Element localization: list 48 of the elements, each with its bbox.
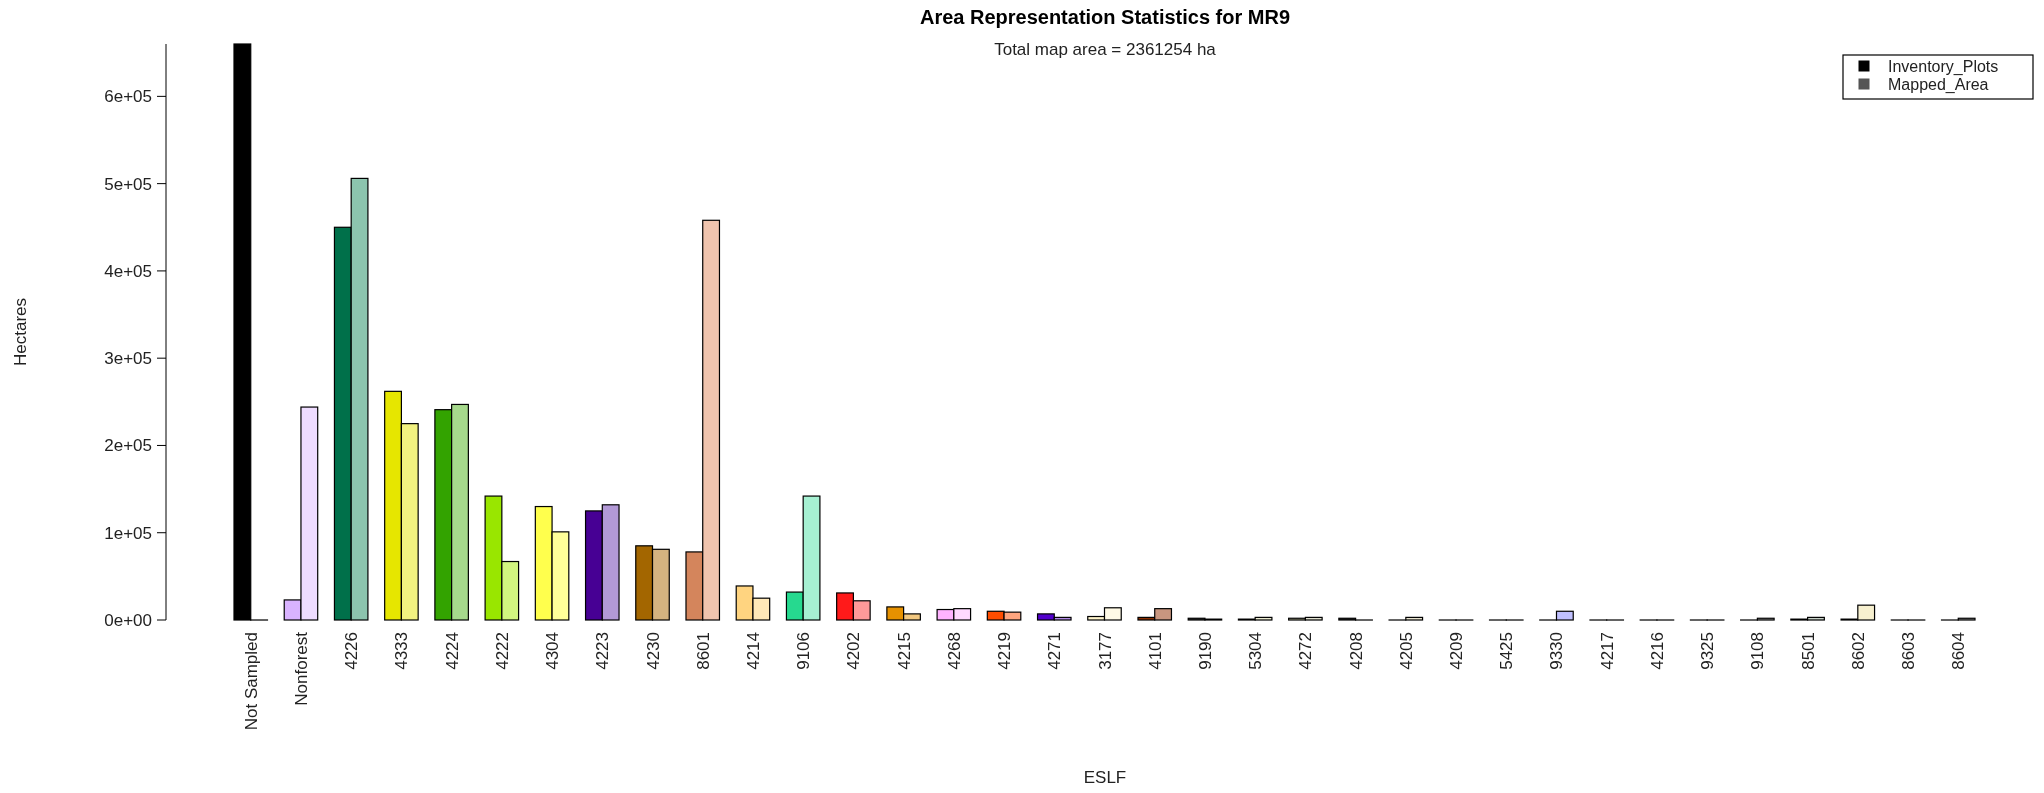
x-tick-label: 3177 xyxy=(1095,632,1115,670)
x-tick-label: 9108 xyxy=(1748,632,1768,670)
x-tick-label: 4215 xyxy=(894,632,914,670)
x-tick-label: 4271 xyxy=(1045,632,1065,670)
x-tick-label: 4209 xyxy=(1447,632,1467,670)
x-tick-label: 4230 xyxy=(643,632,663,670)
y-axis-title: Hectares xyxy=(11,297,30,367)
x-tick-label: 4214 xyxy=(743,632,763,670)
x-tick-label: 8602 xyxy=(1848,632,1868,670)
y-tick-label: 3e+05 xyxy=(104,349,152,369)
y-tick-label: 0e+00 xyxy=(104,611,152,630)
chart-subtitle: Total map area = 2361254 ha xyxy=(994,40,1217,59)
x-tick-label: 4333 xyxy=(392,632,412,670)
x-tick-label: 9330 xyxy=(1547,632,1567,670)
x-tick-label: 9190 xyxy=(1195,632,1215,670)
y-tick-label: 2e+05 xyxy=(104,436,152,456)
x-tick-label: Not Sampled xyxy=(241,632,261,731)
y-tick-label: 5e+05 xyxy=(104,174,152,194)
x-tick-label: 9325 xyxy=(1698,632,1718,670)
x-tick-label: 4226 xyxy=(342,632,362,670)
x-tick-label: 4216 xyxy=(1647,632,1667,670)
y-tick-label: 6e+05 xyxy=(104,87,152,107)
x-tick-label: 4268 xyxy=(944,632,964,670)
x-tick-label: 4272 xyxy=(1296,632,1316,670)
x-tick-label: 4205 xyxy=(1396,632,1416,670)
x-tick-label: 4101 xyxy=(1145,632,1165,670)
x-tick-label: 4222 xyxy=(492,632,512,670)
x-tick-label: 4202 xyxy=(844,632,864,670)
legend-label: Mapped_Area xyxy=(1888,76,1989,94)
x-tick-label: 9106 xyxy=(794,632,814,670)
x-tick-label: 4304 xyxy=(543,632,563,670)
x-tick-label: 8501 xyxy=(1798,632,1818,670)
x-tick-label: 5425 xyxy=(1497,632,1517,670)
x-tick-label: 4217 xyxy=(1597,632,1617,670)
x-axis-title: ESLF xyxy=(1083,768,1127,787)
y-tick-label: 4e+05 xyxy=(104,261,152,281)
x-tick-label: 5304 xyxy=(1246,632,1266,670)
x-tick-label: 4223 xyxy=(593,632,613,670)
x-tick-label: Nonforest xyxy=(291,631,311,706)
x-tick-label: 4219 xyxy=(995,632,1015,670)
x-tick-label: 4208 xyxy=(1346,632,1366,670)
x-tick-label: 8603 xyxy=(1899,632,1919,670)
chart-title: Area Representation Statistics for MR9 xyxy=(919,6,1291,28)
x-tick-label: 4224 xyxy=(442,632,462,670)
y-tick-label: 1e+05 xyxy=(104,523,152,543)
x-tick-label: 8601 xyxy=(693,632,713,670)
legend-label: Inventory_Plots xyxy=(1888,58,1999,76)
x-tick-label: 8604 xyxy=(1949,632,1969,670)
